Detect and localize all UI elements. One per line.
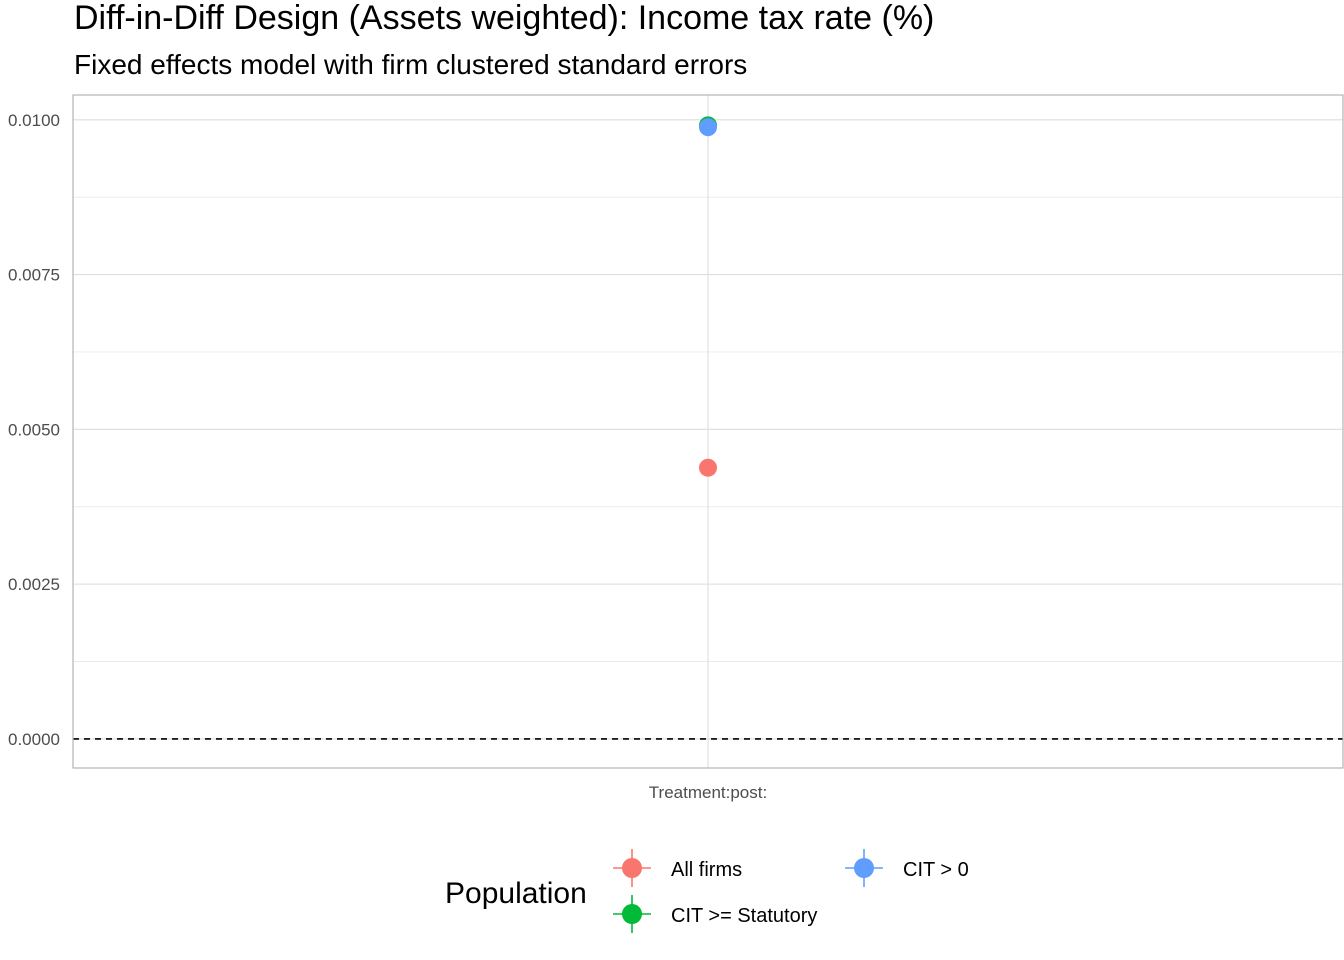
data-points	[699, 116, 717, 477]
legend-key-dot	[854, 858, 874, 878]
y-tick-label: 0.0050	[8, 420, 60, 439]
legend-key	[613, 895, 651, 933]
legend-items: All firms CIT >= Statutory CIT > 0	[613, 849, 969, 933]
y-tick-label: 0.0100	[8, 111, 60, 130]
legend-key	[845, 849, 883, 887]
x-axis-ticks: Treatment:post:	[649, 783, 767, 802]
legend: Population All firms CIT >= Statutory CIT …	[445, 849, 969, 933]
y-tick-label: 0.0000	[8, 730, 60, 749]
legend-label: All firms	[671, 859, 742, 881]
legend-key	[613, 849, 651, 887]
y-tick-label: 0.0075	[8, 266, 60, 285]
chart-title: Diff-in-Diff Design (Assets weighted): I…	[74, 0, 934, 37]
legend-label: CIT > 0	[903, 859, 969, 881]
legend-key-dot	[622, 858, 642, 878]
y-axis-ticks: 0.0000 0.0025 0.0050 0.0075 0.0100	[8, 111, 60, 749]
legend-title: Population	[445, 877, 587, 910]
point-cit-0	[699, 118, 717, 137]
chart-subtitle: Fixed effects model with firm clustered …	[74, 49, 747, 80]
legend-key-dot	[622, 904, 642, 924]
x-tick-label: Treatment:post:	[649, 783, 767, 802]
plot-border	[72, 94, 1344, 769]
y-tick-label: 0.0025	[8, 575, 60, 594]
legend-label: CIT >= Statutory	[671, 905, 817, 927]
point-all-firms	[699, 458, 717, 477]
